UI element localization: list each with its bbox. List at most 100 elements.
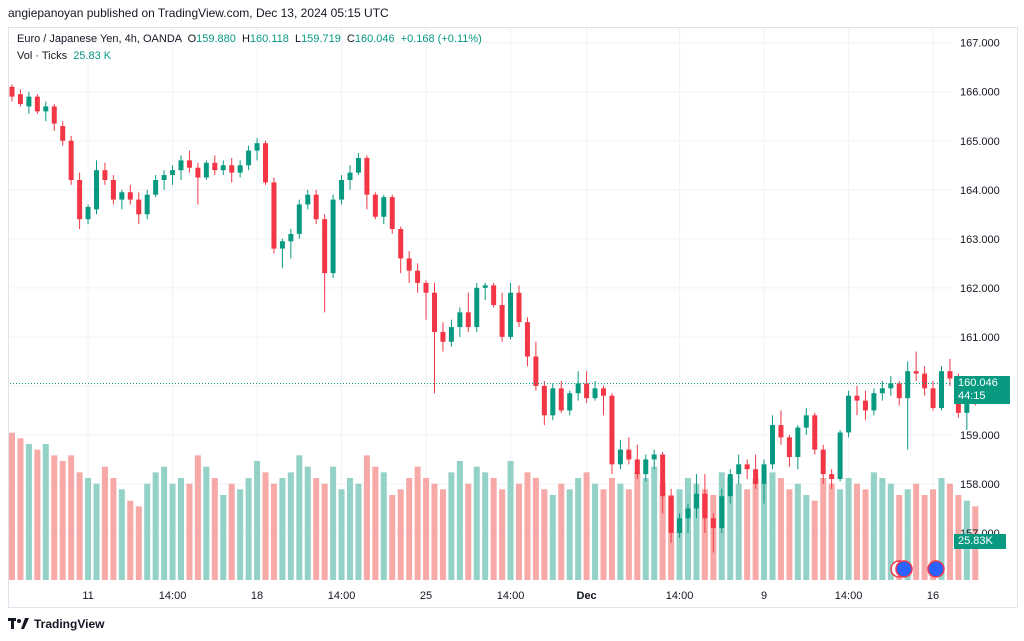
time-tick-label: 14:00 xyxy=(835,590,863,602)
candle-body xyxy=(119,192,125,200)
candle-body xyxy=(601,388,606,396)
candle-body xyxy=(51,106,57,124)
candle-body xyxy=(491,285,497,305)
volume-bar xyxy=(465,483,472,580)
candle-body xyxy=(432,292,437,332)
volume-bar xyxy=(93,483,100,580)
bar-countdown: 44:15 xyxy=(958,390,986,403)
volume-bar xyxy=(347,478,353,580)
candle-body xyxy=(423,282,429,293)
candle-body xyxy=(651,454,657,460)
volume-bar xyxy=(372,466,379,580)
candle-body xyxy=(896,383,902,399)
volume-bar xyxy=(828,483,835,580)
candle-body xyxy=(457,312,463,328)
volume-bar xyxy=(110,478,117,580)
volume-bar xyxy=(456,461,463,580)
volume-bar xyxy=(178,478,184,580)
volume-bar xyxy=(127,500,134,580)
price-tick-label: 165.000 xyxy=(960,136,1000,148)
volume-bar xyxy=(414,466,421,580)
last-price-tag: 160.046 44:15 xyxy=(954,376,1010,405)
candle-body xyxy=(778,425,784,438)
candle-body xyxy=(355,157,361,173)
volume-bar xyxy=(887,483,894,580)
volume-bar xyxy=(777,478,784,580)
candle-body xyxy=(820,449,826,475)
candle-body xyxy=(550,388,556,416)
candle-body xyxy=(736,464,742,475)
price-tick-label: 164.000 xyxy=(960,185,1000,197)
volume-bar xyxy=(473,466,480,580)
candle-body xyxy=(263,143,268,183)
volume-bar xyxy=(270,483,277,580)
candle-body xyxy=(195,167,201,178)
candle-body xyxy=(186,160,192,168)
volume-bar xyxy=(921,495,928,580)
volume-bar xyxy=(735,483,742,580)
volume-bar xyxy=(634,472,641,580)
candle-body xyxy=(17,94,23,104)
event-marker-icon[interactable] xyxy=(927,560,945,578)
event-markers[interactable] xyxy=(890,560,945,578)
volume-bar xyxy=(330,466,337,580)
volume-bar xyxy=(363,455,370,580)
volume-bar xyxy=(228,483,235,580)
candle-body xyxy=(617,449,623,465)
candle-body xyxy=(761,464,767,484)
volume-bar xyxy=(296,455,303,580)
candle-body xyxy=(474,287,480,328)
candle-body xyxy=(94,170,99,210)
volume-bar xyxy=(946,483,953,580)
volume-bar xyxy=(85,478,92,580)
candle-body xyxy=(592,388,598,399)
footer-brand[interactable]: TradingView xyxy=(8,617,104,631)
volume-bar xyxy=(642,478,649,580)
volume-bar xyxy=(803,495,810,580)
price-axis[interactable]: 167.000 166.000 165.000 164.000 163.000 162.0… xyxy=(960,38,1000,540)
volume-legend[interactable]: Vol · Ticks 25.83 K xyxy=(17,50,111,62)
chart-frame xyxy=(8,27,1018,608)
price-tick-label: 166.000 xyxy=(960,87,1000,99)
volume-bar xyxy=(701,489,708,580)
candle-body xyxy=(744,464,750,470)
candle-body xyxy=(837,432,843,480)
candle-body xyxy=(136,199,142,215)
candles xyxy=(9,84,987,553)
candle-body xyxy=(930,388,936,408)
volume-bar xyxy=(854,483,860,580)
candle-body xyxy=(846,395,852,433)
volume-bar xyxy=(592,483,599,580)
candle-body xyxy=(102,170,108,180)
event-marker-icon[interactable] xyxy=(895,560,913,578)
volume-value: 25.83 K xyxy=(73,50,112,62)
volume-bar xyxy=(769,472,776,580)
candle-body xyxy=(913,371,919,374)
candle-body xyxy=(68,140,74,180)
candle-body xyxy=(643,459,649,475)
candle-body xyxy=(43,106,49,112)
symbol-legend[interactable]: Euro / Japanese Yen, 4h, OANDA O159.880 … xyxy=(17,33,482,45)
volume-bar xyxy=(169,483,176,580)
volume-bar xyxy=(524,472,531,580)
candle-body xyxy=(364,157,370,195)
candle-body xyxy=(246,150,252,166)
volume-bar xyxy=(203,466,210,580)
time-axis[interactable]: 11 14:00 18 14:00 25 14:00 Dec 14:00 9 14:00 16 xyxy=(82,590,939,602)
candle-body xyxy=(398,229,404,259)
candle-body xyxy=(220,165,226,171)
volume-bars xyxy=(9,432,979,580)
candle-body xyxy=(516,292,522,323)
volume-bar xyxy=(727,478,734,580)
volume-bar xyxy=(794,483,801,580)
volume-bar xyxy=(752,478,759,580)
candle-body xyxy=(296,204,302,234)
volume-bar xyxy=(558,483,565,580)
candle-body xyxy=(508,292,514,337)
candle-body xyxy=(212,162,218,171)
volume-bar xyxy=(431,483,438,580)
price-tick-label: 161.000 xyxy=(960,332,1000,344)
close-value: 160.046 xyxy=(354,33,395,45)
footer-brand-label: TradingView xyxy=(34,617,105,631)
